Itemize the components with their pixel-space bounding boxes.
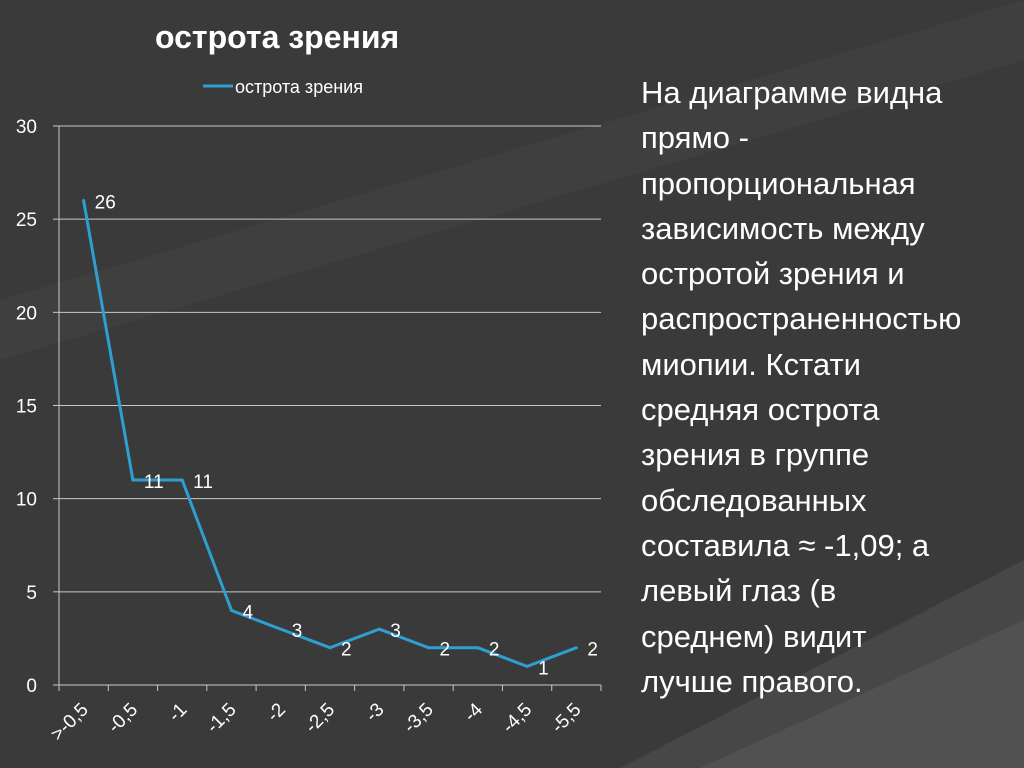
y-tick-label: 20	[16, 303, 37, 324]
data-label: 2	[587, 640, 598, 661]
x-axis-ticks: >-0,5 -0,5 -1 -1,5 -2 -2,5 -3 -3,5 -4 -4,5 -5,5	[47, 699, 586, 745]
y-tick-label: 15	[16, 397, 37, 418]
line-chart: острота зрения острота зрения 0 5 10 15 20 25…	[16, 19, 602, 745]
data-label: 3	[390, 621, 401, 642]
x-tick-label: >-0,5	[47, 699, 93, 745]
data-label: 2	[440, 640, 451, 661]
data-label: 3	[292, 621, 303, 642]
data-label: 4	[242, 602, 253, 623]
x-tick-label: -4	[460, 699, 487, 726]
data-point	[377, 627, 381, 631]
data-point	[574, 646, 578, 650]
series-line	[82, 199, 578, 668]
slide-body-text: На диаграмме видна прямо - пропорциональ…	[641, 75, 962, 699]
data-point	[525, 664, 529, 668]
data-point	[279, 627, 283, 631]
data-point	[131, 478, 135, 482]
y-tick-label: 10	[16, 490, 37, 511]
data-label: 1	[538, 658, 549, 679]
data-point	[180, 478, 184, 482]
x-tick-label: -4,5	[498, 699, 536, 737]
chart-title: острота зрения	[155, 19, 399, 55]
y-tick-label: 0	[26, 676, 37, 697]
axes	[53, 125, 602, 691]
y-axis-ticks: 0 5 10 15 20 25 30	[16, 117, 37, 697]
data-label: 2	[489, 640, 500, 661]
data-point	[229, 608, 233, 612]
data-point	[328, 646, 332, 650]
y-tick-label: 5	[26, 583, 37, 604]
x-tick-label: -1,5	[203, 699, 241, 737]
data-labels: 26 11 11 4 3 2 3 2 2 1 2	[95, 193, 598, 680]
grid-lines	[59, 125, 601, 593]
x-tick-label: -3	[362, 699, 389, 726]
data-point	[476, 646, 480, 650]
x-tick-label: -3,5	[400, 699, 438, 737]
x-tick-label: -2,5	[301, 699, 339, 737]
legend-entry: острота зрения	[235, 77, 363, 97]
data-point	[427, 646, 431, 650]
chart-legend: острота зрения	[203, 77, 363, 97]
x-tick-label: -0,5	[104, 699, 142, 737]
x-tick-label: -2	[263, 699, 290, 726]
data-label: 11	[193, 472, 213, 493]
data-label: 26	[95, 193, 116, 214]
series-polyline	[82, 200, 577, 668]
chart-canvas: острота зрения острота зрения 0 5 10 15 20 25…	[16, 19, 602, 745]
data-point	[82, 199, 86, 203]
y-tick-label: 25	[16, 210, 37, 231]
y-tick-label: 30	[16, 117, 37, 138]
data-label: 2	[341, 640, 352, 661]
data-label: 11	[144, 472, 164, 493]
x-tick-label: -5,5	[548, 699, 586, 737]
x-tick-label: -1	[165, 699, 192, 726]
